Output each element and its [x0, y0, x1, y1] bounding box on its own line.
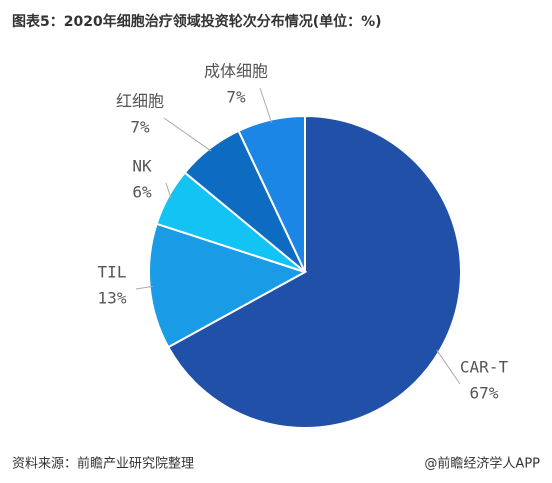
credit: @前瞻经济学人APP: [424, 456, 540, 472]
value-label: 13%: [98, 289, 127, 308]
leader-line: [163, 117, 212, 152]
chart-title: 图表5：2020年细胞治疗领域投资轮次分布情况(单位：%): [12, 13, 382, 30]
source: 资料来源：前瞻产业研究院整理: [12, 456, 194, 472]
category-label: NK: [132, 157, 152, 176]
category-label: TIL: [98, 263, 127, 282]
value-label: 6%: [132, 183, 152, 202]
leader-line: [165, 182, 172, 199]
value-label: 7%: [226, 88, 246, 107]
category-label: CAR-T: [460, 358, 509, 377]
leader-line: [436, 349, 461, 385]
leader-line: [135, 285, 153, 290]
leader-line: [259, 87, 273, 123]
value-label: 67%: [470, 384, 499, 403]
pie-slice: [166, 114, 462, 429]
category-label: 成体细胞: [204, 62, 268, 81]
category-label: 红细胞: [116, 92, 164, 111]
value-label: 7%: [130, 118, 150, 137]
